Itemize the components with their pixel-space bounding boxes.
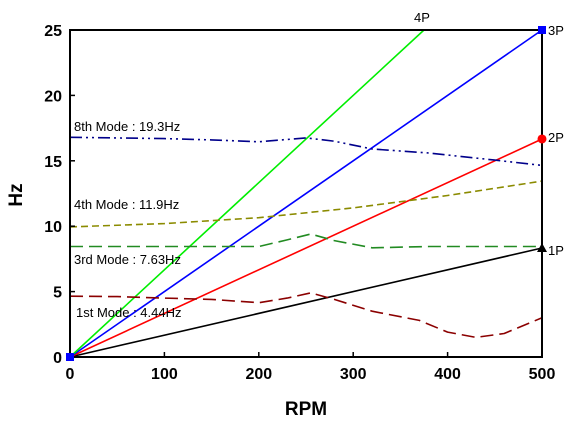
y-tick-label: 10 xyxy=(44,219,62,236)
label-4p: 4P xyxy=(414,10,430,25)
marker-1p xyxy=(537,243,547,253)
label-mode4: 4th Mode : 11.9Hz xyxy=(74,197,179,212)
markers-layer xyxy=(66,26,547,361)
y-tick-label: 15 xyxy=(44,154,62,171)
series-2p xyxy=(69,138,543,358)
series-1p xyxy=(69,247,543,358)
x-tick-label: 500 xyxy=(529,366,556,383)
origin-marker xyxy=(66,353,74,361)
x-tick-label: 200 xyxy=(245,366,272,383)
x-tick-label: 100 xyxy=(151,366,178,383)
y-tick-label: 5 xyxy=(53,285,62,302)
y-tick-label: 20 xyxy=(44,88,62,105)
x-tick-label: 400 xyxy=(434,366,461,383)
series-layer xyxy=(69,29,543,358)
label-2p: 2P xyxy=(548,130,564,145)
label-mode1: 1st Mode : 4.44Hz xyxy=(76,305,182,320)
label-1p: 1P xyxy=(548,243,564,258)
series-4th-mode-11-9hz xyxy=(69,180,543,228)
series-3p xyxy=(69,29,543,358)
label-mode3: 3rd Mode : 7.63Hz xyxy=(74,252,181,267)
series-8th-mode-19-3hz xyxy=(69,136,543,167)
plot-frame xyxy=(69,29,543,358)
series-3rd-mode-7-63hz xyxy=(70,233,542,249)
y-tick-label: 0 xyxy=(53,350,62,367)
series-1st-mode-4-44hz xyxy=(69,292,543,339)
label-3p: 3P xyxy=(548,23,564,38)
series-4p xyxy=(69,29,425,358)
y-axis-title: Hz xyxy=(6,183,27,206)
marker-2p xyxy=(537,134,547,144)
x-tick-label: 0 xyxy=(66,366,75,383)
x-tick-label: 300 xyxy=(340,366,367,383)
marker-3p xyxy=(538,26,546,34)
x-axis-title: RPM xyxy=(285,399,327,420)
label-mode8: 8th Mode : 19.3Hz xyxy=(74,119,180,134)
y-tick-label: 25 xyxy=(44,23,62,40)
